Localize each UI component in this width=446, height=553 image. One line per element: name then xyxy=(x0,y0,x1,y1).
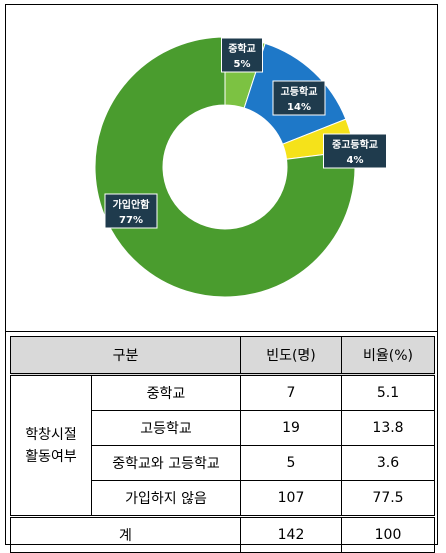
total-label: 계 xyxy=(10,515,241,553)
row-ratio: 3.6 xyxy=(341,445,435,481)
row-frequency: 107 xyxy=(240,480,342,517)
data-label-value: 4% xyxy=(347,155,364,166)
data-label-category: 중고등학교 xyxy=(332,138,378,151)
group-label-cell: 학창시절 활동여부 xyxy=(10,374,92,517)
data-label-1: 중학교 5% xyxy=(221,37,263,73)
header-frequency: 빈도(명) xyxy=(240,336,342,376)
data-label-category: 중학교 xyxy=(228,42,256,55)
table-row: 가입하지 않음 107 77.5 xyxy=(11,480,435,517)
data-label-value: 77% xyxy=(119,215,143,226)
row-frequency: 19 xyxy=(240,410,342,446)
divider-line xyxy=(6,331,437,332)
data-label-value: 5% xyxy=(234,59,251,70)
data-label-4: 가입안함 77% xyxy=(104,193,158,229)
data-label-2: 고등학교 14% xyxy=(272,80,326,116)
group-label-line1: 학창시절 xyxy=(25,426,77,443)
row-ratio: 77.5 xyxy=(341,480,435,517)
row-frequency: 7 xyxy=(240,374,342,411)
donut-chart: 중학교 5% 고등학교 14% 중고등학교 4% 가입안함 77% xyxy=(94,36,387,298)
table-row: 중학교와 고등학교 5 3.6 xyxy=(11,445,435,481)
donut-chart-area: 중학교 5% 고등학교 14% 중고등학교 4% 가입안함 77% xyxy=(6,5,437,331)
row-ratio: 5.1 xyxy=(341,374,435,411)
header-category: 구분 xyxy=(10,336,241,376)
row-ratio: 13.8 xyxy=(341,410,435,446)
figure-frame: 중학교 5% 고등학교 14% 중고등학교 4% 가입안함 77% 구분 빈도(명) 비율(%… xyxy=(5,4,438,553)
data-label-3: 중고등학교 4% xyxy=(323,133,387,169)
total-ratio: 100 xyxy=(341,515,435,553)
data-label-category: 가입안함 xyxy=(113,198,151,211)
row-label: 중학교 xyxy=(91,374,241,411)
table-row: 고등학교 19 13.8 xyxy=(11,410,435,446)
data-label-box xyxy=(221,37,263,73)
table-header-row: 구분 빈도(명) 비율(%) xyxy=(10,336,435,376)
data-label-box xyxy=(104,193,158,229)
total-frequency: 142 xyxy=(240,515,342,553)
row-label: 고등학교 xyxy=(91,410,241,446)
data-label-category: 고등학교 xyxy=(281,85,318,98)
header-ratio: 비율(%) xyxy=(341,336,435,376)
frequency-table: 구분 빈도(명) 비율(%) 학창시절 활동여부 중학교 7 5.1 고등학교 … xyxy=(10,336,435,553)
data-label-value: 14% xyxy=(287,102,311,113)
data-label-box xyxy=(272,80,326,116)
data-label-box xyxy=(323,133,387,169)
group-label-line2: 활동여부 xyxy=(25,448,77,465)
row-label: 가입하지 않음 xyxy=(91,480,241,517)
table-row: 학창시절 활동여부 중학교 7 5.1 xyxy=(10,374,435,517)
table-total-row: 계 142 100 xyxy=(10,515,435,553)
row-frequency: 5 xyxy=(240,445,342,481)
donut-slice-4 xyxy=(94,36,356,298)
row-label: 중학교와 고등학교 xyxy=(91,445,241,481)
